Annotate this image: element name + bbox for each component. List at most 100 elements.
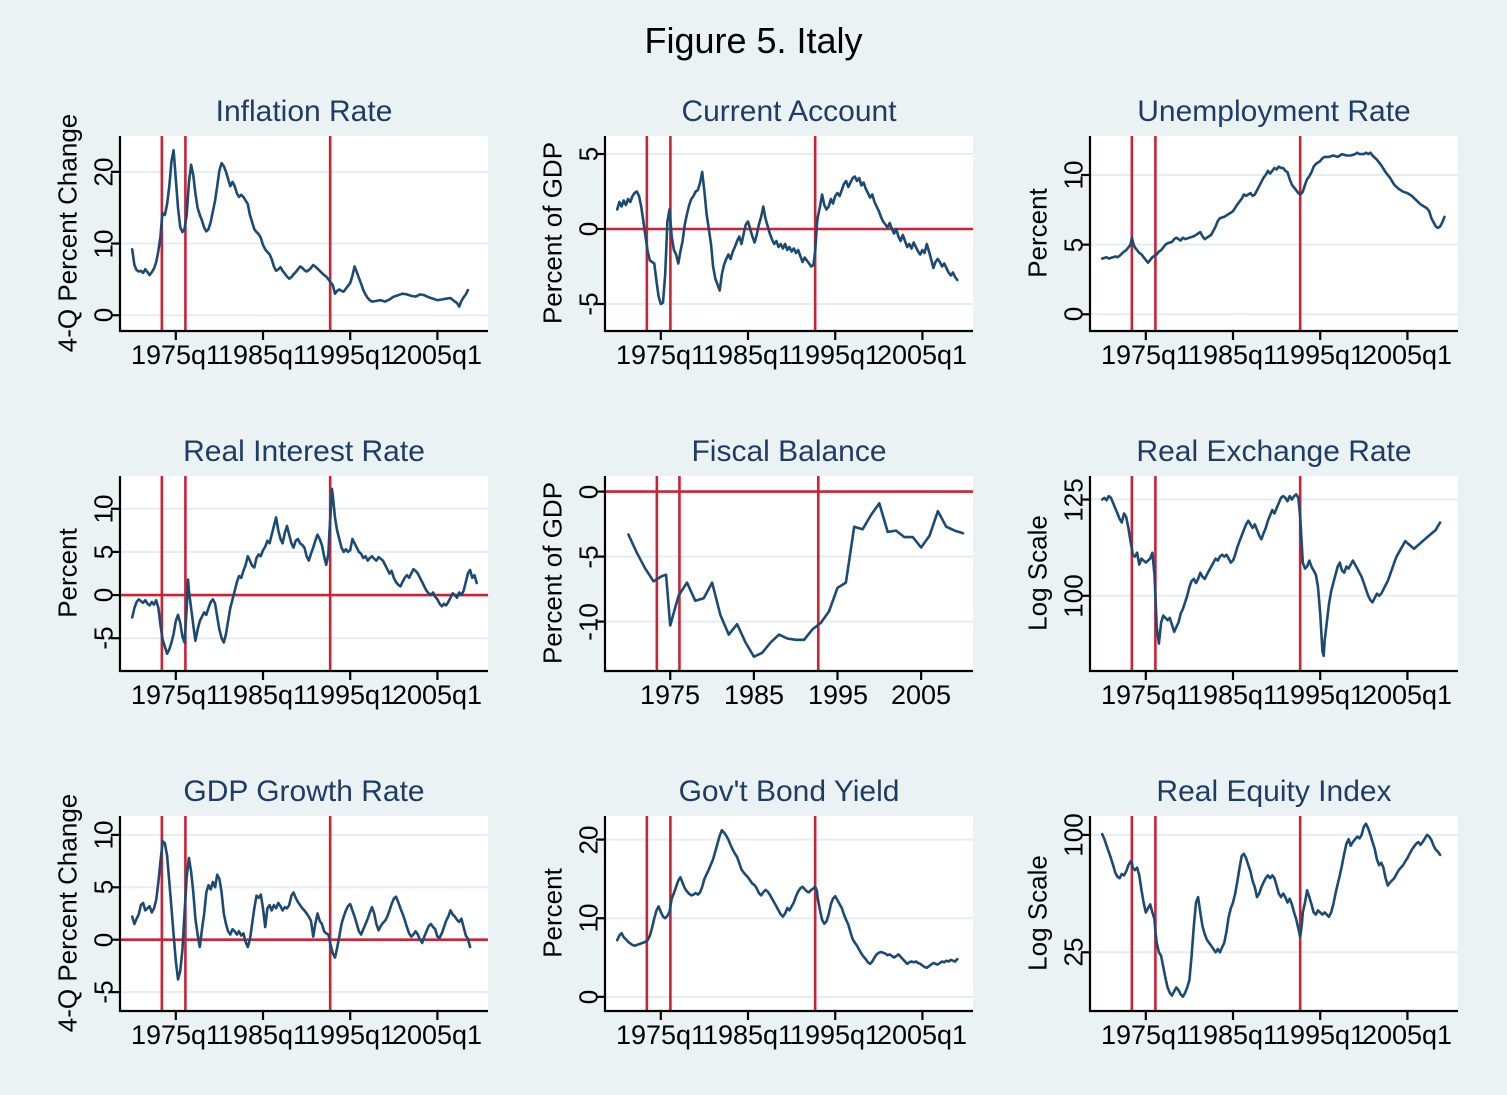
x-axis-labels: 1975q1 1985q1 1995q1 2005q1	[1008, 1011, 1458, 1052]
y-axis-gutter: Percent -5 0 5 10	[38, 476, 120, 671]
unemployment-rate-plot	[1081, 136, 1458, 340]
plot-area	[111, 476, 488, 680]
axis-lines	[1088, 476, 1458, 673]
x-tick-label: 1975q1	[130, 1020, 222, 1050]
panel-title: Real Equity Index	[1156, 775, 1392, 808]
panel-title: Unemployment Rate	[1137, 95, 1411, 128]
gdp-growth-rate-plot	[111, 816, 488, 1020]
y-axis-label: Percent	[52, 528, 83, 618]
x-tick-label: 2005	[890, 680, 952, 710]
figure-title: Figure 5. Italy	[644, 20, 863, 61]
y-axis-gutter: 4-Q Percent Change -5 0 5 10	[38, 794, 120, 1032]
series-line	[1100, 493, 1442, 658]
panel-title: Real Exchange Rate	[1136, 435, 1412, 468]
y-axis-gutter: 4-Q Percent Change 0 10 20	[38, 114, 120, 352]
x-tick-label: 1985q1	[1187, 340, 1279, 370]
axis-lines	[603, 136, 973, 333]
panel-title: Real Interest Rate	[183, 435, 425, 468]
x-tick-label: 1975q1	[1100, 680, 1192, 710]
x-tick-label: 2005q1	[1361, 680, 1453, 710]
panel-title: GDP Growth Rate	[183, 775, 425, 808]
x-tick-label: 2005q1	[876, 340, 968, 370]
y-axis-label: Log Scale	[1022, 855, 1053, 971]
x-axis-labels: 1975q1 1985q1 1995q1 2005q1	[1008, 331, 1458, 372]
real-exchange-rate-plot	[1081, 476, 1458, 680]
x-tick-label: 2005q1	[391, 1020, 483, 1050]
x-tick-label: 1995q1	[789, 340, 881, 370]
y-axis-gutter: Percent of GDP 0 -5 -10	[523, 476, 605, 671]
x-tick-label: 1975q1	[130, 680, 222, 710]
x-axis-labels: 1975q1 1985q1 1995q1 2005q1	[523, 1011, 973, 1052]
axis-lines	[1088, 816, 1458, 1013]
series-line	[627, 501, 965, 658]
x-tick-label: 1975q1	[615, 1020, 707, 1050]
axis-lines	[1088, 136, 1458, 333]
plot-area	[111, 136, 488, 340]
x-tick-label: 1985q1	[702, 1020, 794, 1050]
x-tick-label: 2005q1	[391, 680, 483, 710]
y-axis-label: 4-Q Percent Change	[52, 793, 83, 1033]
x-tick-label: 1995	[807, 680, 869, 710]
plot-area	[596, 476, 973, 680]
real-equity-index-plot	[1081, 816, 1458, 1020]
axis-lines	[118, 816, 488, 1013]
panel-gdp-growth-rate: GDP Growth Rate 4-Q Percent Change -5 0 5 1…	[38, 774, 488, 1052]
x-tick-label: 1975q1	[615, 340, 707, 370]
x-tick-label: 1995q1	[1274, 680, 1366, 710]
x-tick-label: 1985q1	[217, 1020, 309, 1050]
x-tick-label: 1985q1	[702, 340, 794, 370]
y-axis-gutter: Percent 0 10 20	[523, 816, 605, 1011]
x-tick-label: 1995q1	[304, 1020, 396, 1050]
y-axis-gutter: Percent of GDP -5 0 5	[523, 136, 605, 331]
real-interest-rate-plot	[111, 476, 488, 680]
axis-lines	[118, 136, 488, 333]
x-tick-label: 1985	[723, 680, 785, 710]
plot-area	[1081, 136, 1458, 340]
x-tick-label: 1985q1	[1187, 680, 1279, 710]
series-line	[615, 170, 959, 306]
x-tick-label: 1985q1	[217, 340, 309, 370]
series-line	[130, 839, 472, 981]
panel-govt-bond-yield: Gov't Bond Yield Percent 0 10 20 1975q1 198…	[523, 774, 973, 1052]
x-tick-label: 2005q1	[1361, 1020, 1453, 1050]
panel-real-equity-index: Real Equity Index Log Scale 25 100 1975q1…	[1008, 774, 1458, 1052]
axis-lines	[603, 476, 973, 673]
axis-lines	[603, 816, 973, 1013]
plot-area	[1081, 816, 1458, 1020]
plot-area	[1081, 476, 1458, 680]
series-line	[1100, 151, 1446, 264]
x-axis-labels: 1975 1985 1995 2005	[523, 671, 973, 712]
inflation-rate-plot	[111, 136, 488, 340]
x-tick-label: 1985q1	[217, 680, 309, 710]
panel-title: Fiscal Balance	[691, 435, 887, 468]
fiscal-balance-plot	[596, 476, 973, 680]
y-axis-label: Percent of GDP	[537, 481, 568, 665]
x-tick-label: 1995q1	[1274, 340, 1366, 370]
y-axis-gutter: Percent 0 5 10	[1008, 136, 1090, 331]
x-tick-label: 1975q1	[1100, 340, 1192, 370]
y-axis-gutter: Log Scale 25 100	[1008, 813, 1090, 1011]
panel-current-account: Current Account Percent of GDP -5 0 5 1975…	[523, 94, 973, 372]
series-line	[1100, 822, 1442, 998]
x-axis-labels: 1975q1 1985q1 1995q1 2005q1	[38, 671, 488, 712]
series-line	[130, 487, 479, 655]
panel-real-interest-rate: Real Interest Rate Percent -5 0 5 10 1975q1…	[38, 434, 488, 712]
panel-fiscal-balance: Fiscal Balance Percent of GDP 0 -5 -10 197…	[523, 434, 973, 712]
y-axis-label: 4-Q Percent Change	[52, 113, 83, 353]
govt-bond-yield-plot	[596, 816, 973, 1020]
x-tick-label: 1995q1	[789, 1020, 881, 1050]
x-tick-label: 2005q1	[391, 340, 483, 370]
x-axis-labels: 1975q1 1985q1 1995q1 2005q1	[38, 1011, 488, 1052]
x-axis-labels: 1975q1 1985q1 1995q1 2005q1	[1008, 671, 1458, 712]
axis-lines	[118, 476, 488, 673]
y-axis-gutter: Log Scale 100 125	[1008, 476, 1090, 671]
panel-real-exchange-rate: Real Exchange Rate Log Scale 100 125 1975…	[1008, 434, 1458, 712]
series-line	[130, 149, 470, 308]
y-axis-label: Percent of GDP	[537, 141, 568, 325]
panel-grid: Inflation Rate 4-Q Percent Change 0 10 20 …	[38, 94, 1458, 1052]
x-tick-label: 1975q1	[1100, 1020, 1192, 1050]
x-tick-label: 1995q1	[304, 340, 396, 370]
x-tick-label: 1975	[639, 680, 701, 710]
x-tick-label: 2005q1	[1361, 340, 1453, 370]
panel-title: Current Account	[681, 95, 897, 128]
